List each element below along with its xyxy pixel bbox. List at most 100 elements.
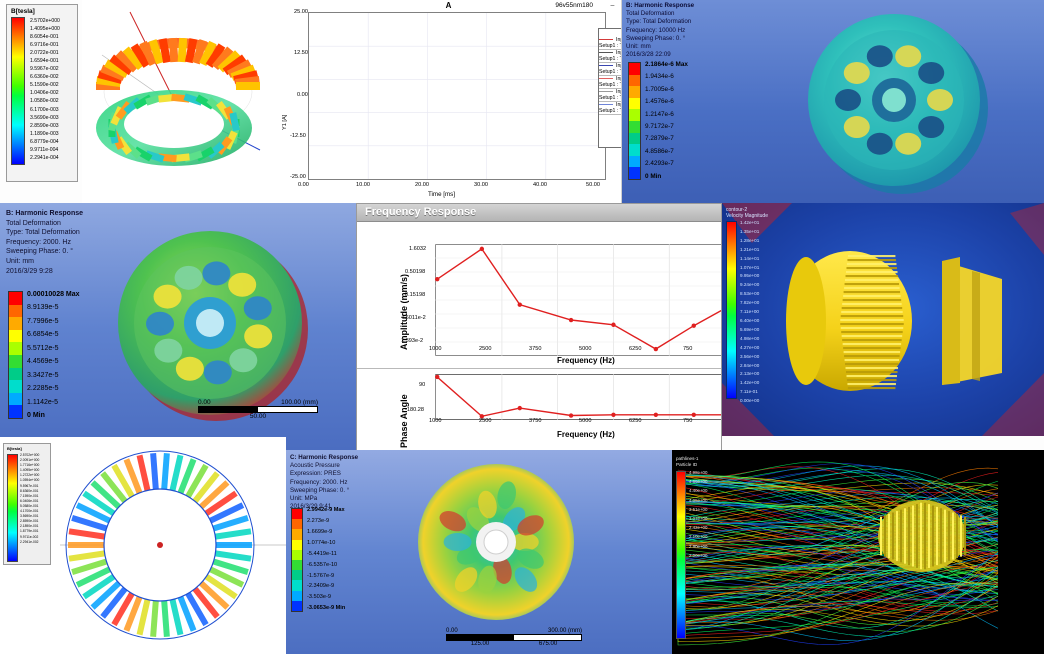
- bfield-color-bar: [11, 17, 25, 165]
- curve-info-row: InputCurrent(PhaseD)Setup1 : Transient21…: [599, 89, 621, 102]
- legend-value-7: 4.8586e-7: [645, 147, 674, 155]
- curve-color-swatch: [599, 64, 613, 67]
- pathline-value-6: 2.42e+00: [689, 525, 708, 531]
- current-chart-corner-label: 96v55nm180: [555, 2, 593, 9]
- curve-info-table: Curve Info max rms InputCurrent(PhaseA)S…: [599, 29, 621, 115]
- curve-row-separator: [599, 75, 621, 76]
- pathline-value-2: 4.40e+00: [689, 488, 708, 494]
- cfd-value-2: 1.28e+01: [740, 237, 760, 243]
- bcontour-value-4: 1.2722e+000: [20, 473, 40, 478]
- hr-top-info-block: B: Harmonic Response Total Deformation Typ…: [626, 2, 694, 59]
- curve-subtitle: Setup1 : Transient: [599, 69, 621, 75]
- hr-mid-scale-right: 100.00 (mm): [281, 399, 318, 406]
- curve-name-cell: InputCurrent(PhaseC)Setup1 : Transient: [599, 63, 621, 76]
- current-xtick-1: 10.00: [356, 182, 370, 188]
- bcontour-value-0: 2.5702e+000: [20, 453, 40, 457]
- bcontour-value-12: 3.5690e-001: [20, 514, 39, 519]
- amplitude-xlabel: Frequency (Hz): [557, 356, 615, 365]
- freq-data-point: [435, 277, 440, 282]
- cfd-value-8: 8.53e+00: [740, 291, 760, 297]
- info-line-3: Frequency: 10000 Hz: [626, 26, 686, 34]
- pathlines-particle-panel[interactable]: pathlines-1 Particle ID 4.98e+00 4.66e+00 4…: [672, 450, 1044, 654]
- phase-xtick-0: 1000: [429, 418, 442, 424]
- legend-value-8: 2.4293e-7: [645, 160, 674, 168]
- curve-info-header-name: Curve Info: [599, 29, 621, 37]
- b-contour-legend-values: 2.5702e+000 2.0091e+000 1.7716e+000 1.4095e…: [20, 453, 39, 545]
- minimize-icon[interactable]: –: [610, 2, 615, 9]
- cfd-value-17: 2.13e+00: [740, 371, 760, 377]
- info-line-0: contour-2: [726, 207, 748, 213]
- curve-subtitle: Setup1 : Transient: [599, 43, 621, 49]
- freq-data-point: [435, 374, 440, 380]
- pathlines-color-bar: [676, 471, 686, 639]
- legend-value-5: 9.7172e-7: [645, 122, 674, 130]
- info-line-4: Sweeping Phase: 0. °: [290, 486, 350, 494]
- transient-current-chart-panel[interactable]: A 96v55nm180 – Y1 [A] 25.00 12.50 0.00 -…: [276, 0, 622, 203]
- acoustic-scale-l1: 125.00: [470, 641, 490, 647]
- curve-info-legend[interactable]: Curve Info max rms InputCurrent(PhaseA)S…: [598, 28, 621, 148]
- curve-name-cell: InputCurrent(PhaseF)Setup1 : Transient: [599, 102, 621, 115]
- bcontour-value-15: 1.8779e-001: [20, 529, 39, 534]
- cfd-velocity-contour-panel[interactable]: contour-2 Velocity Magnitude 1.42e+01 1.35…: [722, 203, 1044, 436]
- freq-data-point: [611, 412, 616, 418]
- pathline-value-5: 3.07e+00: [689, 516, 708, 522]
- cfd-geometry-graphic: [722, 203, 1044, 436]
- current-xtick-2: 20.00: [415, 182, 429, 188]
- curve-row-separator: [599, 49, 621, 50]
- curve-name: InputCurrent(PhaseC): [616, 63, 621, 69]
- bfield-legend-box: B[tesla] 2.5702e+000 1.4095e+000 8.6054e-0…: [6, 4, 78, 182]
- phase-ylabel: Phase Angle: [399, 394, 409, 448]
- bcontour-value-8: 7.1590e-001: [20, 493, 39, 498]
- harmonic-response-2k-panel[interactable]: B: Harmonic Response Total Deformation Typ…: [0, 203, 356, 455]
- info-line-0: pathlines-1: [676, 456, 699, 461]
- current-xtick-5: 50.00: [586, 182, 600, 188]
- frequency-response-titlebar[interactable]: Frequency Response: [357, 204, 721, 222]
- pathlines-legend-title: pathlines-1 Particle ID: [676, 456, 698, 468]
- legend-value-5: -6.5357e-10: [307, 561, 338, 568]
- curve-info-row: InputCurrent(PhaseF)Setup1 : Transient21…: [599, 102, 621, 115]
- current-chart-ylabel: Y1 [A]: [282, 114, 288, 130]
- amp-xtick-2: 3750: [529, 346, 542, 352]
- info-line-6: 2016/3/29 9:41: [290, 503, 332, 511]
- bfield-value-16: 9.9711e-004: [30, 146, 59, 153]
- pathline-value-0: 4.98e+00: [689, 470, 708, 475]
- acoustic-legend-values: 2.9942e-9 Max 2.273e-9 1.6699e-9 1.0774e-10…: [307, 507, 345, 612]
- hr-mid-rotor-graphic: [118, 231, 308, 421]
- curve-name-cell: InputCurrent(PhaseB)Setup1 : Transient: [599, 50, 621, 63]
- cfd-value-18: 1.42e+00: [740, 380, 760, 386]
- bfield-value-17: 2.2941e-004: [30, 154, 59, 161]
- cfd-value-19: 7.11e-01: [740, 389, 758, 395]
- b-contour-legend: B[tesla] 2.5702e+000 2.0091e+000 1.7716e+0…: [3, 443, 51, 565]
- legend-value-0: 2.9942e-9 Max: [307, 507, 345, 513]
- info-line-4: Sweeping Phase: 0. °: [6, 248, 74, 256]
- b-field-contour-panel[interactable]: B[tesla] 2.5702e+000 2.0091e+000 1.7716e+0…: [0, 437, 286, 654]
- freq-data-point: [517, 302, 522, 307]
- amp-ytick-4: 1.393e-2: [401, 338, 424, 344]
- hr-mid-legend-values: 0.00010028 Max 8.9139e-5 7.7996e-5 6.6854e-…: [27, 291, 80, 419]
- freq-data-point: [653, 412, 659, 418]
- acoustic-harmonic-panel[interactable]: C: Harmonic Response Acoustic Pressure Exp…: [286, 450, 672, 654]
- info-line-1: Acoustic Pressure: [290, 462, 340, 470]
- frequency-response-window[interactable]: Frequency Response Amplitude (mm/s) 1.60…: [356, 203, 722, 455]
- b-contour-color-bar: [7, 454, 18, 562]
- legend-value-4: -5.4419e-11: [307, 550, 337, 557]
- curve-info-row: InputCurrent(PhaseC)Setup1 : Transient21…: [599, 63, 621, 76]
- amp-xtick-4: 6250: [629, 346, 642, 352]
- current-chart-xlabel: Time [ms]: [428, 191, 455, 198]
- info-line-1: Total Deformation: [626, 10, 675, 18]
- motor-3d-flux-view[interactable]: [82, 0, 276, 203]
- bcontour-value-1: 2.0091e+000: [20, 458, 40, 463]
- freq-data-point: [653, 346, 659, 352]
- acoustic-legend: 2.9942e-9 Max 2.273e-9 1.6699e-9 1.0774e-10…: [291, 507, 345, 612]
- amp-xtick-0: 1000: [429, 346, 442, 352]
- bfield-value-12: 3.5690e-003: [30, 114, 59, 121]
- legend-value-4: 1.2147e-6: [645, 110, 674, 118]
- curve-color-swatch: [599, 103, 613, 106]
- cfd-value-14: 4.27e+00: [740, 344, 760, 350]
- bfield-value-1: 1.4095e+000: [30, 26, 60, 33]
- harmonic-response-10k-panel[interactable]: B: Harmonic Response Total Deformation Typ…: [622, 0, 1044, 203]
- legend-value-1: 8.9139e-5: [27, 304, 59, 312]
- acoustic-disc-graphic: [418, 464, 574, 620]
